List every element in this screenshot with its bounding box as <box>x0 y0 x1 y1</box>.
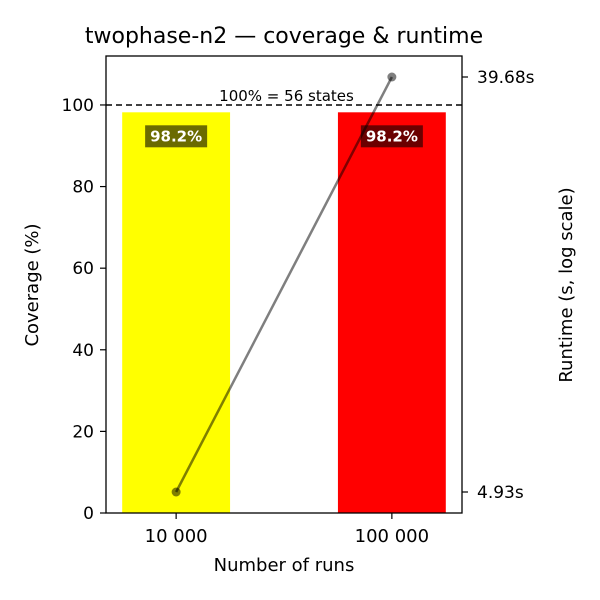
bar-value-label: 98.2% <box>366 127 418 145</box>
reference-line-label: 100% = 56 states <box>219 87 354 105</box>
plot-frame <box>105 55 463 514</box>
right-y-tick-label: 39.68s <box>477 68 535 88</box>
x-tick-label: 100 000 <box>355 526 429 547</box>
x-tick-label: 10 000 <box>145 526 208 547</box>
bar-label-background <box>145 125 208 148</box>
y-tick-label: 60 <box>72 259 94 279</box>
x-axis-label: Number of runs <box>214 555 355 576</box>
y-tick-label: 40 <box>72 341 94 361</box>
bar-label-background <box>360 125 423 148</box>
right-y-axis-label: Runtime (s, log scale) <box>556 187 577 382</box>
y-tick-label: 80 <box>72 178 94 198</box>
coverage-bar <box>122 112 231 513</box>
runtime-point <box>387 72 397 82</box>
y-axis-label: Coverage (%) <box>22 223 43 346</box>
runtime-point <box>171 487 181 497</box>
y-tick-label: 20 <box>72 422 94 442</box>
bar-value-label: 98.2% <box>150 127 202 145</box>
y-tick-label: 0 <box>83 504 94 524</box>
chart-title: twophase-n2 — coverage & runtime <box>85 24 483 49</box>
runtime-line <box>175 76 393 493</box>
coverage-bar <box>337 112 446 513</box>
y-tick-label: 100 <box>62 96 94 116</box>
right-y-tick-label: 4.93s <box>477 483 524 503</box>
